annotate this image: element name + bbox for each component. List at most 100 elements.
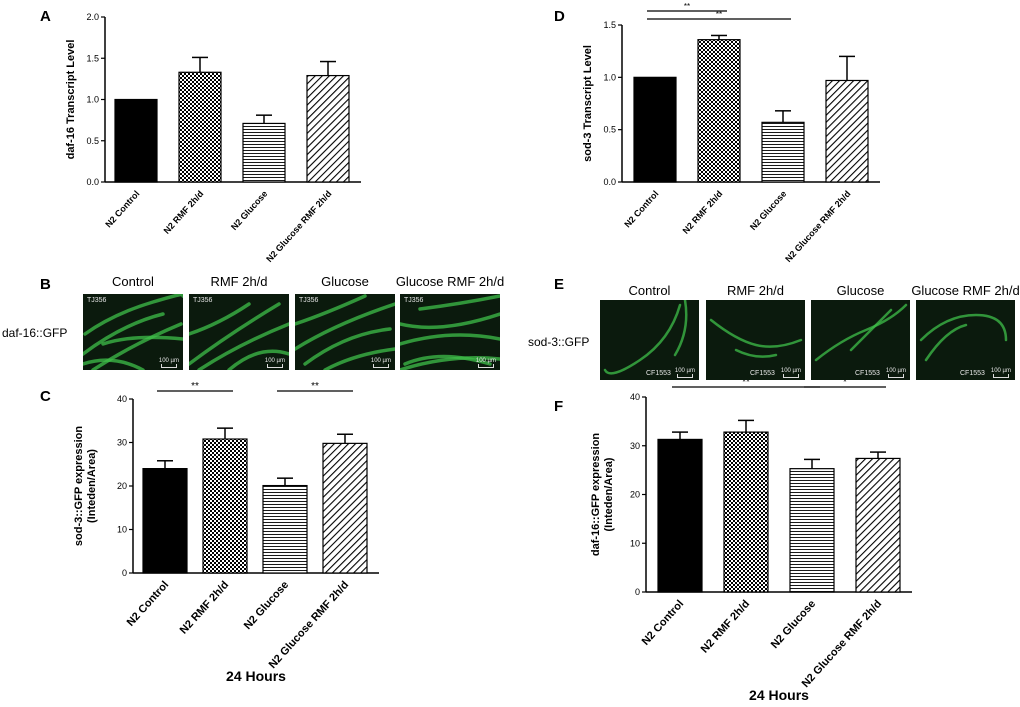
category-label: N2 RMF 2h/d	[162, 189, 206, 236]
y-tick-label: 2.0	[86, 12, 99, 22]
chart-daf16-transcript: 0.0 0.5 1.0 1.5 2.0 N2 Control N2 RMF 2h/d N2 G…	[65, 12, 361, 264]
chart-sod3-transcript: 0.0 0.5 1.0 1.5 N2 Control N2 RMF 2h/d N2 Gluc…	[582, 2, 880, 264]
scale-bar: 100 µm	[159, 358, 179, 368]
strain-label: TJ356	[87, 297, 107, 304]
y-tick-label: 1.0	[86, 95, 99, 105]
category-label: N2 RMF 2h/d	[681, 189, 725, 236]
strain-label: CF1553	[646, 370, 671, 377]
bar-n2-glucose	[242, 122, 286, 183]
category-label: N2 Control	[103, 189, 141, 230]
y-axis-label: daf-16::GFP expression	[590, 433, 602, 557]
strain-label: CF1553	[750, 370, 775, 377]
strain-label: TJ356	[299, 297, 319, 304]
micrograph-column-label: RMF 2h/d	[210, 274, 268, 289]
micrograph-column-label: Glucose	[321, 274, 369, 289]
y-axis-label: (Inteden/Area)	[86, 449, 98, 523]
scale-bar: 100 µm	[476, 358, 496, 368]
y-tick-label: 20	[117, 481, 127, 491]
micrograph-image: CF1553 100 µm	[916, 300, 1015, 380]
category-label: N2 Control	[125, 579, 172, 629]
strain-label: CF1553	[960, 370, 985, 377]
bar-n2-control	[142, 467, 188, 574]
significance-label: **	[742, 377, 750, 388]
significance-label: **	[716, 10, 722, 19]
bar-n2-glucose-rmf-2h-d	[855, 457, 901, 593]
micrograph-column-label: Control	[112, 274, 154, 289]
category-label: N2 Glucose	[229, 189, 270, 233]
bar-n2-control	[633, 76, 677, 183]
y-tick-label: 1.5	[603, 20, 616, 30]
y-tick-label: 0.0	[86, 177, 99, 187]
y-axis-label: sod-3 Transcript Level	[582, 45, 594, 162]
micrograph-image: TJ356 100 µm	[400, 294, 500, 370]
bar-n2-glucose	[761, 121, 805, 183]
category-label: N2 RMF 2h/d	[178, 579, 231, 637]
bar-n2-glucose	[262, 484, 308, 574]
x-axis-label: 24 Hours	[226, 668, 286, 684]
scale-bar: 100 µm	[265, 358, 285, 368]
category-label: N2 Glucose RMF 2h/d	[264, 189, 333, 264]
significance-label: **	[311, 381, 319, 392]
micrograph-column-label: Control	[628, 283, 671, 298]
micrograph-column-label: Glucose RMF 2h/d	[395, 274, 505, 289]
panel-letter-c: C	[40, 388, 51, 405]
y-axis-label: sod-3::GFP expression	[73, 426, 85, 546]
y-tick-label: 0.0	[603, 177, 616, 187]
y-tick-label: 20	[630, 490, 640, 500]
bar-n2-glucose-rmf-2h-d	[306, 74, 350, 183]
y-tick-label: 10	[630, 538, 640, 548]
micrograph-image: TJ356 100 µm	[83, 294, 183, 370]
category-label: N2 Control	[622, 189, 660, 230]
strain-label: TJ356	[404, 297, 424, 304]
y-tick-label: 1.0	[603, 72, 616, 82]
y-tick-label: 30	[117, 438, 127, 448]
scale-bar: 100 µm	[371, 358, 391, 368]
panel-letter-d: D	[554, 8, 565, 25]
y-tick-label: 30	[630, 441, 640, 451]
micrograph-column-label: Glucose RMF 2h/d	[911, 283, 1020, 298]
y-tick-label: 0	[122, 568, 127, 578]
micrograph-column-label: Glucose	[836, 283, 885, 298]
scale-bar: 100 µm	[781, 368, 801, 378]
scale-bar: 100 µm	[886, 368, 906, 378]
micrograph-row-label-daf16: daf-16::GFP	[2, 326, 68, 340]
category-label: N2 Glucose	[242, 579, 291, 632]
category-label: N2 Glucose RMF 2h/d	[783, 189, 852, 264]
bar-n2-control	[657, 438, 703, 593]
micrograph-image: TJ356 100 µm	[189, 294, 289, 370]
bar-n2-rmf-2h-d	[202, 438, 248, 574]
chart-sod3-gfp-expression: 0 10 20 30 40 N2 Control N2 RMF 2h/d N2 Glucose…	[73, 381, 379, 684]
micrograph-row-label-sod3: sod-3::GFP	[528, 335, 590, 349]
micrograph-image: CF1553 100 µm	[811, 300, 910, 380]
micrograph-image: CF1553 100 µm	[706, 300, 805, 380]
x-axis-label: 24 Hours	[749, 687, 809, 703]
strain-label: TJ356	[193, 297, 213, 304]
bar-n2-rmf-2h-d	[178, 71, 222, 183]
category-label: N2 Control	[640, 598, 687, 648]
chart-daf16-gfp-expression: 0 10 20 30 40 N2 Control N2 RMF 2h/d N2 Glucose…	[590, 377, 912, 703]
category-label: N2 Glucose	[769, 598, 818, 651]
bar-n2-glucose	[789, 468, 835, 593]
y-tick-label: 1.5	[86, 53, 99, 63]
bar-n2-glucose-rmf-2h-d	[825, 79, 869, 183]
significance-label: *	[843, 377, 847, 388]
category-label: N2 RMF 2h/d	[699, 598, 752, 656]
y-tick-label: 10	[117, 525, 127, 535]
bar-n2-rmf-2h-d	[723, 431, 769, 593]
micrograph-column-label: RMF 2h/d	[726, 283, 785, 298]
scale-bar: 100 µm	[991, 368, 1011, 378]
micrograph-image: CF1553 100 µm	[600, 300, 699, 380]
strain-label: CF1553	[855, 370, 880, 377]
category-label: N2 Glucose	[748, 189, 789, 233]
bar-n2-rmf-2h-d	[697, 39, 741, 183]
y-tick-label: 0.5	[86, 136, 99, 146]
y-tick-label: 0.5	[603, 125, 616, 135]
bar-n2-glucose-rmf-2h-d	[322, 442, 368, 574]
y-axis-label: (Inteden/Area)	[603, 457, 615, 531]
micrograph-image: TJ356 100 µm	[295, 294, 395, 370]
panel-letter-b: B	[40, 276, 51, 293]
panel-letter-f: F	[554, 398, 564, 415]
significance-label: **	[191, 381, 199, 392]
significance-label: **	[684, 2, 690, 11]
panel-letter-e: E	[554, 276, 565, 293]
